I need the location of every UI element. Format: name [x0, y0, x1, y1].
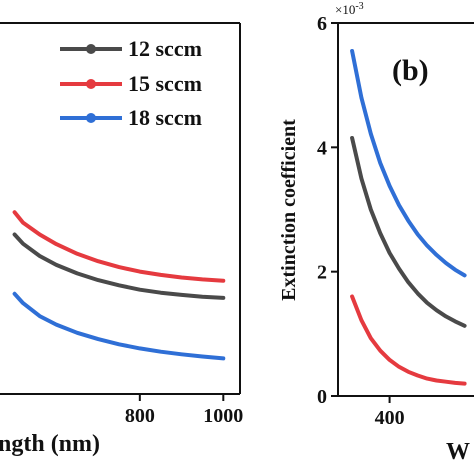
- panel-a-x-tick-label: 1000: [203, 405, 243, 427]
- panel-b-x-axis-label: W: [446, 439, 470, 465]
- panel-b-y-tick-label: 4: [317, 137, 327, 159]
- panel-b-y-tick-label: 0: [317, 386, 327, 408]
- panel-a: 800 1000 ngth (nm) 12 sccm 15 sccm 18 scc…: [0, 22, 243, 457]
- panel-b-y-axis-label: Extinction coefficient: [278, 119, 300, 301]
- panel-a-x-tick-label: 800: [125, 405, 155, 427]
- panel-a-series-12-sccm: [12, 232, 226, 300]
- panel-a-series-18-sccm: [12, 291, 226, 361]
- panel-b-y-tick-label: 6: [317, 13, 327, 35]
- legend-marker-12: [86, 44, 96, 54]
- panel-b-series-18-sccm: [350, 49, 467, 278]
- panel-b-x-tick-label: 400: [375, 407, 405, 429]
- panel-b-series-15-sccm: [350, 294, 467, 386]
- legend-item-18: 18 sccm: [60, 105, 202, 130]
- panel-a-series-15-sccm: [12, 210, 226, 283]
- legend-item-12: 12 sccm: [60, 36, 202, 61]
- legend-marker-18: [86, 113, 96, 123]
- panel-b-y-ticks: 0 2 4 6: [317, 13, 338, 408]
- panel-b-label: (b): [392, 54, 429, 87]
- panel-b-multiplier: ×10-3: [335, 1, 364, 17]
- panel-a-x-axis-label: ngth (nm): [0, 431, 100, 457]
- legend-label-12: 12 sccm: [128, 36, 202, 61]
- panel-b-series: [350, 49, 467, 386]
- panel-b-x-ticks: 400: [375, 396, 405, 429]
- panel-b-series-12-sccm: [350, 136, 467, 328]
- legend-label-15: 15 sccm: [128, 71, 202, 96]
- legend-marker-15: [86, 79, 96, 89]
- panel-b: 0 2 4 6 400 ×10-3 (b) Extinction coefficien…: [278, 1, 474, 465]
- legend-label-18: 18 sccm: [128, 105, 202, 130]
- panel-a-x-ticks: 800 1000: [125, 394, 243, 427]
- panel-b-y-tick-label: 2: [317, 262, 327, 284]
- panel-a-legend: 12 sccm 15 sccm 18 sccm: [60, 36, 202, 130]
- panel-a-series: [12, 210, 226, 361]
- legend-item-15: 15 sccm: [60, 71, 202, 96]
